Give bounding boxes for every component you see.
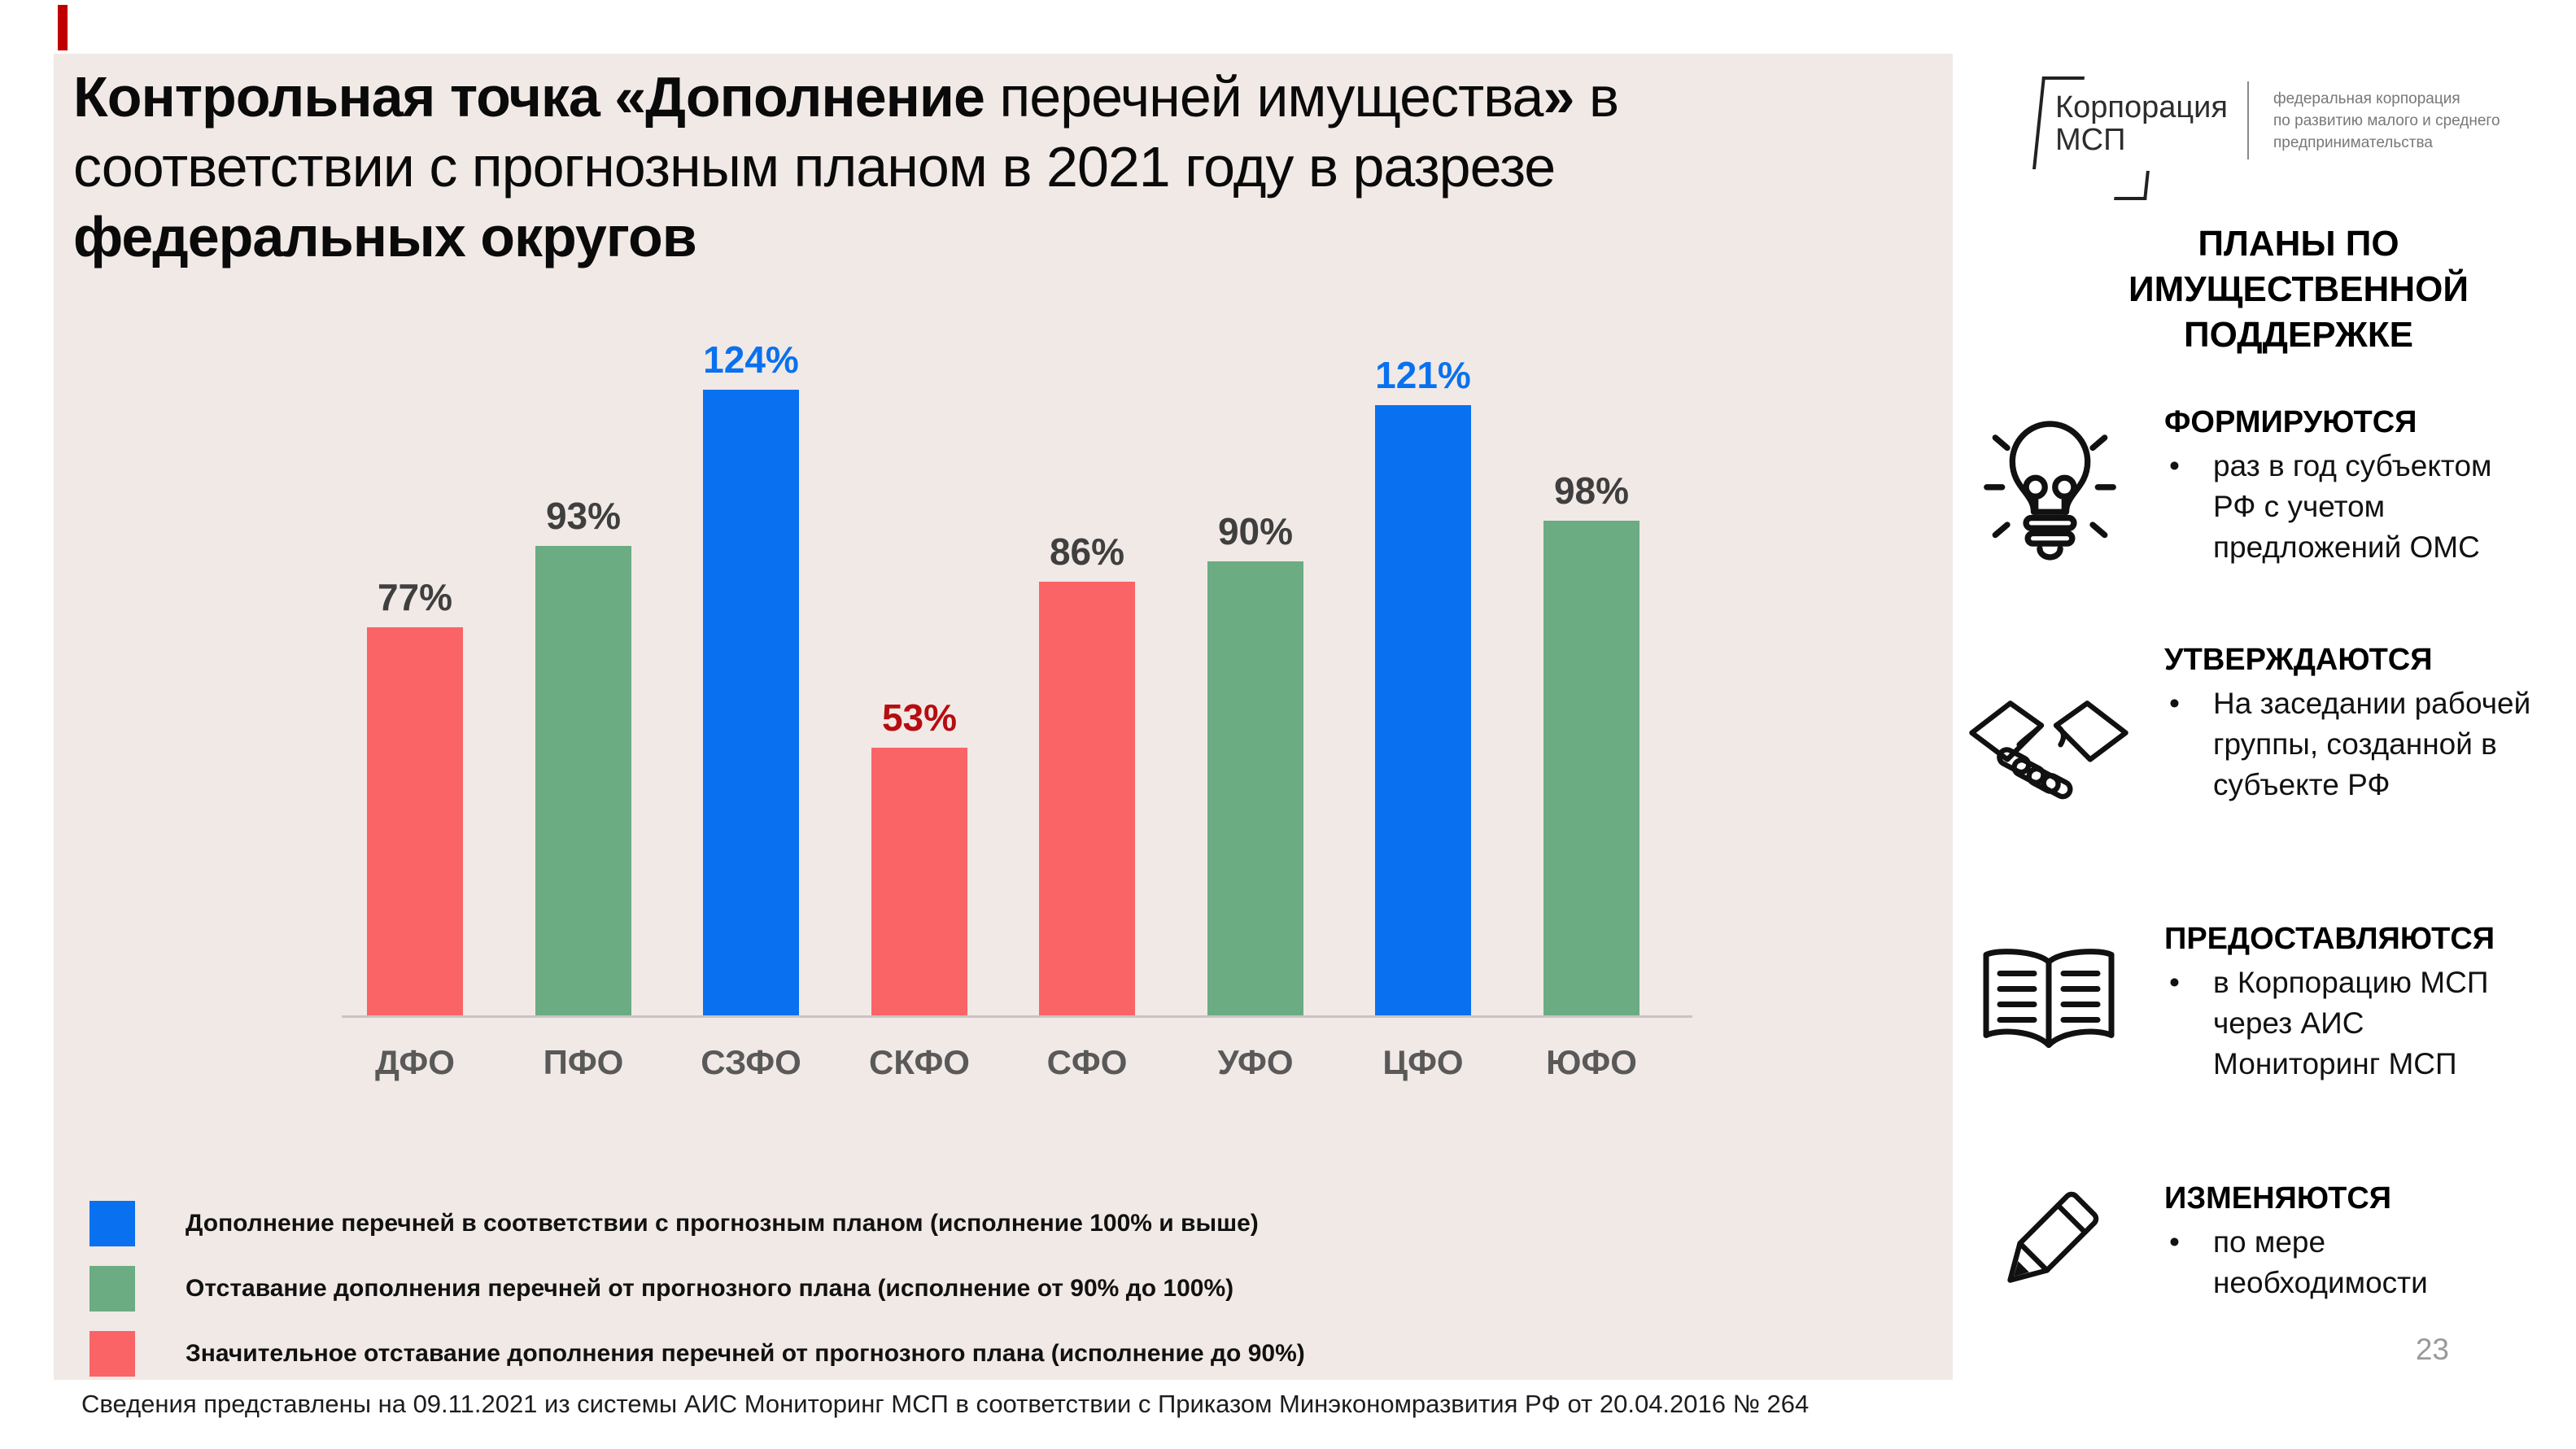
bar-value-label: 86% bbox=[1049, 530, 1125, 573]
axis-category-label: УФО bbox=[1217, 1043, 1294, 1081]
sidebar-item-text: по мере необходимости bbox=[2213, 1225, 2428, 1299]
handshake-icon bbox=[1967, 690, 2130, 804]
legend-swatch-green bbox=[90, 1266, 135, 1312]
axis-category-label: ДФО bbox=[375, 1043, 455, 1081]
title-seg-bold: Контрольная точка «Дополнение bbox=[73, 65, 985, 129]
axis-category-label: СЗФО bbox=[701, 1043, 801, 1081]
axis-category-label: ЦФО bbox=[1382, 1043, 1464, 1081]
pencil-icon bbox=[1979, 1181, 2109, 1312]
title-seg-regular: в bbox=[1574, 65, 1619, 129]
logo-tagline-line: по развитию малого и среднего bbox=[2273, 112, 2500, 129]
sidebar-item-text: На заседании рабочей группы, созданной в… bbox=[2213, 687, 2531, 801]
logo-name: Корпорация МСП bbox=[2055, 91, 2228, 156]
bullet-marker: • bbox=[2169, 966, 2180, 999]
sidebar-item-title: ИЗМЕНЯЮТСЯ bbox=[2164, 1181, 2392, 1216]
bar-value-label: 53% bbox=[881, 696, 958, 739]
sidebar-item-text: в Корпорацию МСП через АИС Мониторинг МС… bbox=[2213, 966, 2489, 1080]
logo-name-line: МСП bbox=[2055, 123, 2126, 157]
axis-category-label: ПФО bbox=[543, 1043, 624, 1081]
lightbulb-icon bbox=[1979, 405, 2121, 576]
bullet-marker: • bbox=[2169, 1225, 2180, 1259]
footnote: Сведения представлены на 09.11.2021 из с… bbox=[81, 1390, 1810, 1418]
sidebar-item-bullet: • На заседании рабочей группы, созданной… bbox=[2169, 683, 2548, 805]
chart-bar bbox=[367, 627, 463, 1015]
x-axis-line bbox=[342, 1015, 1692, 1018]
bar-value-label: 93% bbox=[545, 495, 622, 537]
axis-category-label: СФО bbox=[1046, 1043, 1128, 1081]
sidebar-heading: ПЛАНЫ ПО ИМУЩЕСТВЕННОЙ ПОДДЕРЖКЕ bbox=[2128, 224, 2469, 355]
logo-tagline: федеральная корпорация по развитию малог… bbox=[2273, 88, 2500, 154]
chart-bar bbox=[871, 748, 967, 1015]
logo-divider bbox=[2247, 81, 2249, 159]
title-line-1: Контрольная точка «Дополнение перечней и… bbox=[73, 62, 1863, 132]
legend-label: Отставание дополнения перечней от прогно… bbox=[186, 1275, 1234, 1302]
legend-item: Дополнение перечней в соответствии с про… bbox=[90, 1201, 1259, 1246]
legend-item: Значительное отставание дополнения переч… bbox=[90, 1331, 1305, 1377]
logo-tagline-line: предпринимательства bbox=[2273, 134, 2433, 151]
open-book-icon bbox=[1976, 937, 2122, 1063]
title-line-3: федеральных округов bbox=[73, 205, 697, 268]
bar-value-label: 77% bbox=[377, 576, 453, 618]
chart-bar bbox=[535, 546, 631, 1015]
sidebar-item-bullet: • по мере необходимости bbox=[2169, 1222, 2548, 1303]
logo-name-line: Корпорация bbox=[2055, 90, 2228, 124]
chart-bar bbox=[1039, 582, 1135, 1015]
accent-red-dash bbox=[58, 5, 68, 50]
bullet-marker: • bbox=[2169, 687, 2180, 720]
sidebar-item-title: ПРЕДОСТАВЛЯЮТСЯ bbox=[2164, 922, 2495, 956]
sidebar-item-title: ФОРМИРУЮТСЯ bbox=[2164, 405, 2417, 439]
logo-bracket-icon bbox=[2114, 171, 2150, 200]
logo-tagline-line: федеральная корпорация bbox=[2273, 90, 2460, 107]
bar-value-label: 90% bbox=[1217, 510, 1294, 552]
bar-value-label: 124% bbox=[703, 338, 799, 381]
legend-label: Дополнение перечней в соответствии с про… bbox=[186, 1210, 1259, 1237]
sidebar-item-text: раз в год субъектом РФ с учетом предложе… bbox=[2213, 449, 2492, 564]
page-number: 23 bbox=[2415, 1333, 2449, 1366]
bullet-marker: • bbox=[2169, 449, 2180, 482]
chart-bar bbox=[1375, 405, 1471, 1015]
sidebar-item-bullet: • в Корпорацию МСП через АИС Мониторинг … bbox=[2169, 962, 2548, 1085]
chart-bar bbox=[703, 390, 799, 1015]
title-seg-regular: перечней имущества bbox=[984, 65, 1543, 129]
legend-item: Отставание дополнения перечней от прогно… bbox=[90, 1266, 1233, 1312]
sidebar-item-title: УТВЕРЖДАЮТСЯ bbox=[2164, 643, 2433, 677]
legend-swatch-blue bbox=[90, 1201, 135, 1246]
bar-value-label: 98% bbox=[1553, 469, 1630, 512]
bar-value-label: 121% bbox=[1375, 354, 1471, 396]
axis-category-label: ЮФО bbox=[1546, 1043, 1637, 1081]
title-seg-bold: » bbox=[1543, 65, 1574, 129]
chart-bar bbox=[1543, 521, 1639, 1015]
axis-category-label: СКФО bbox=[869, 1043, 970, 1081]
sidebar-item-bullet: • раз в год субъектом РФ с учетом предло… bbox=[2169, 446, 2548, 568]
legend-label: Значительное отставание дополнения переч… bbox=[186, 1340, 1305, 1367]
title-line-2: соответствии с прогнозным планом в 2021 … bbox=[73, 135, 1556, 199]
legend-swatch-red bbox=[90, 1331, 135, 1377]
slide-title: Контрольная точка «Дополнение перечней и… bbox=[73, 62, 1863, 272]
chart-bar bbox=[1207, 561, 1303, 1015]
